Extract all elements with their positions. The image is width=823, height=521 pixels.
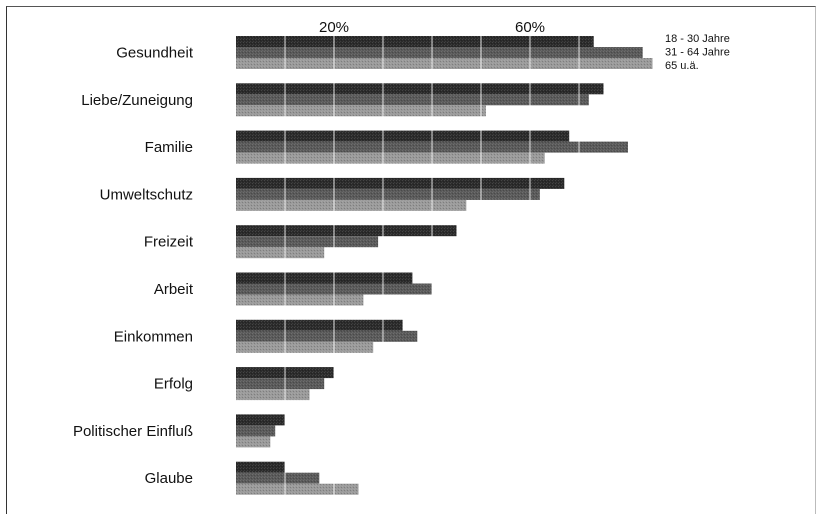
bar-texture	[236, 319, 403, 331]
bar-group	[236, 414, 285, 448]
bar-group	[236, 36, 653, 69]
category-label: Erfolg	[154, 376, 193, 393]
bar-texture	[236, 483, 359, 495]
x-tick-label: 60%	[515, 19, 545, 36]
chart-frame	[6, 6, 816, 514]
category-label: Arbeit	[154, 281, 194, 298]
bar-texture	[236, 58, 653, 69]
bar-texture	[236, 330, 418, 342]
bar-texture	[236, 105, 486, 117]
bar-texture	[236, 188, 540, 200]
bar-texture	[236, 436, 271, 448]
bar-texture	[236, 247, 325, 259]
grid-layer	[284, 32, 580, 500]
bar-texture	[236, 83, 604, 95]
bar-texture	[236, 236, 379, 248]
category-label: Politischer Einfluß	[73, 423, 193, 440]
bar-texture	[236, 225, 457, 237]
bar-group	[236, 225, 457, 259]
legend-entry: 31 - 64 Jahre	[665, 47, 730, 59]
bar-texture	[236, 94, 589, 106]
bar-texture	[236, 414, 285, 426]
category-label: Einkommen	[114, 328, 193, 345]
labels-layer: Gesundheit Liebe/Zuneigung Familie Umweltsc…	[73, 45, 194, 488]
bars-layer	[236, 36, 653, 495]
bar-texture	[236, 425, 276, 437]
bar-texture	[236, 130, 570, 142]
bar-texture	[236, 199, 467, 211]
bar-group	[236, 461, 359, 495]
bar-texture	[236, 378, 325, 390]
bar-texture	[236, 47, 643, 58]
bar-group	[236, 319, 418, 353]
bar-texture	[236, 152, 545, 164]
x-tick-label: 20%	[319, 19, 349, 36]
category-label: Glaube	[145, 470, 193, 487]
bar-group	[236, 177, 565, 211]
bar-texture	[236, 294, 364, 306]
category-label: Gesundheit	[116, 45, 194, 62]
bar-texture	[236, 472, 320, 484]
bar-texture	[236, 341, 374, 353]
bar-texture	[236, 461, 285, 473]
bar-group	[236, 83, 604, 117]
category-label: Liebe/Zuneigung	[81, 92, 193, 109]
bar-texture	[236, 36, 594, 47]
bar-texture	[236, 272, 413, 284]
bar-texture	[236, 389, 310, 401]
category-label: Freizeit	[144, 234, 194, 251]
legend-entry: 18 - 30 Jahre	[665, 33, 730, 45]
category-label: Umweltschutz	[100, 186, 193, 203]
category-label: Familie	[145, 139, 193, 156]
bar-texture	[236, 177, 565, 189]
legend-entry: 65 u.ä.	[665, 60, 699, 72]
ticks-layer: 20% 60%	[319, 19, 545, 36]
